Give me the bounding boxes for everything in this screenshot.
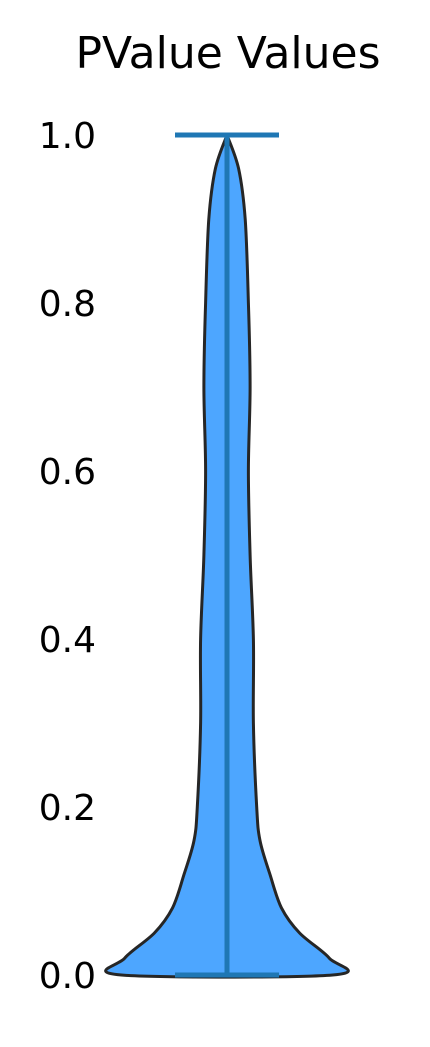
y-tick-label: 0.6: [39, 452, 96, 493]
chart-title: PValue Values: [75, 28, 380, 79]
violin-layer: [104, 132, 350, 979]
y-tick-label: 0.0: [39, 956, 96, 997]
y-tick-label: 0.2: [39, 788, 96, 829]
y-axis-ticks: 0.0 0.2 0.4 0.6 0.8 1.0: [39, 116, 96, 997]
y-tick-label: 0.4: [39, 620, 96, 661]
y-tick-label: 1.0: [39, 116, 96, 157]
y-tick-label: 0.8: [39, 284, 96, 325]
